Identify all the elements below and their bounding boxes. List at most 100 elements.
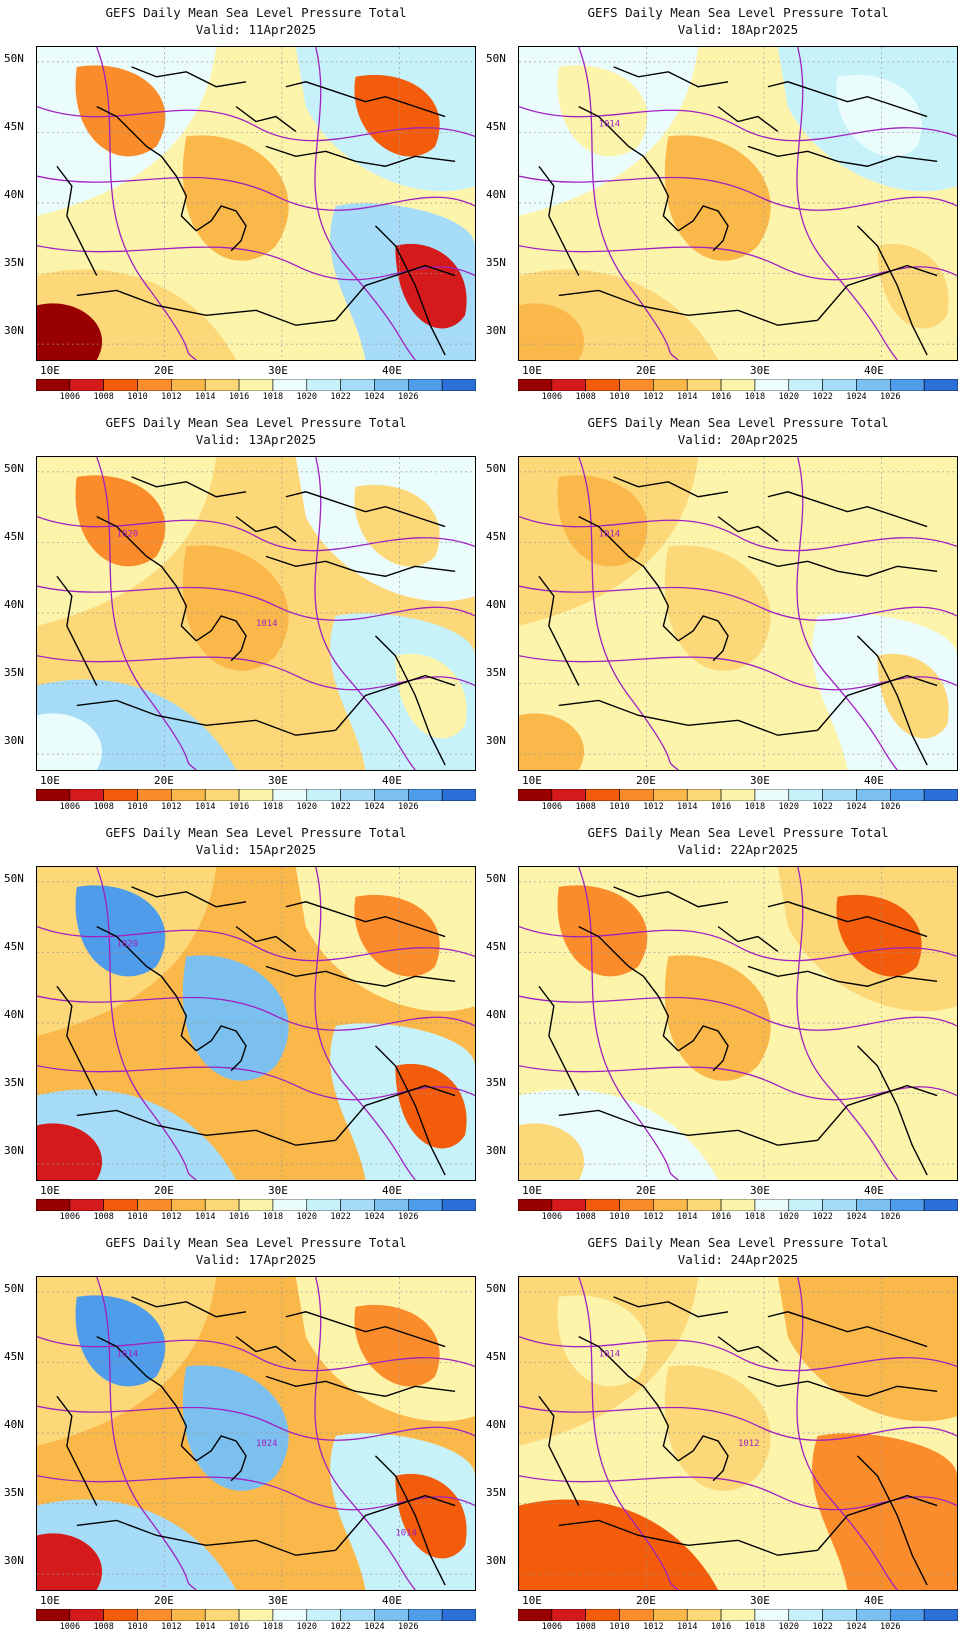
- colorbar-label: 1024: [364, 802, 385, 812]
- coastline: [374, 1045, 446, 1176]
- coastline: [131, 476, 247, 498]
- colorbar-swatch: [204, 789, 240, 801]
- coastline: [613, 476, 729, 498]
- colorbar-swatch: [720, 1199, 756, 1211]
- colorbar-swatch: [306, 789, 341, 801]
- colorbar-swatch: [890, 379, 925, 391]
- map-panel: GEFS Daily Mean Sea Level Pressure Total…: [482, 820, 964, 1230]
- pressure-fill-region: [395, 1473, 467, 1559]
- coastline: [56, 1395, 98, 1506]
- colorbar-label: 1012: [643, 1622, 664, 1632]
- coastline: [265, 145, 456, 167]
- colorbar-swatch: [890, 1609, 925, 1621]
- colorbar-label: 1012: [161, 802, 182, 812]
- coastline: [56, 985, 98, 1096]
- colorbar-swatch: [238, 1199, 274, 1211]
- latitude-tick-label: 45N: [486, 530, 506, 543]
- colorbar-label: 1026: [398, 1622, 419, 1632]
- colorbar-label: 1016: [710, 1212, 732, 1222]
- coastline: [76, 699, 336, 736]
- coastline: [235, 516, 297, 543]
- coastline: [677, 615, 729, 662]
- pressure-fill-region: [395, 653, 467, 739]
- colorbar-swatch: [923, 1199, 958, 1211]
- colorbar-label: 1006: [541, 392, 563, 402]
- coastline: [76, 1519, 336, 1556]
- colorbar-label: 1006: [59, 1212, 81, 1222]
- pressure-fill-region: [37, 303, 103, 360]
- colorbar-swatch: [551, 789, 586, 801]
- pressure-fill-region: [557, 1295, 648, 1387]
- colorbar-swatch: [441, 1609, 476, 1621]
- latitude-tick-label: 50N: [4, 872, 24, 885]
- colorbar-swatch: [856, 379, 891, 391]
- colorbar-swatch: [103, 379, 138, 391]
- longitude-tick-label: 20E: [636, 364, 656, 377]
- coastline: [96, 105, 197, 232]
- pressure-fill-region: [354, 74, 440, 157]
- colorbar-swatch: [171, 1199, 206, 1211]
- colorbar-label: 1018: [744, 802, 766, 812]
- contour-label: 1014: [599, 119, 621, 129]
- colorbar-label: 1008: [93, 802, 114, 812]
- isobar-contour: [37, 1475, 475, 1511]
- colorbar-swatch: [720, 1609, 756, 1621]
- latitude-tick-label: 50N: [486, 462, 506, 475]
- latitude-tick-label: 30N: [486, 734, 506, 747]
- contour-label: 1020: [117, 939, 139, 949]
- pressure-map: 1020: [36, 866, 476, 1181]
- colorbar-label: 1016: [710, 1622, 732, 1632]
- panel-valid-date: Valid: 22Apr2025: [677, 842, 799, 857]
- coastline: [538, 985, 580, 1096]
- colorbar: [36, 789, 476, 801]
- coastline: [558, 699, 818, 736]
- coastline: [747, 145, 938, 167]
- coastline: [856, 1045, 928, 1176]
- latitude-tick-label: 40N: [4, 1008, 24, 1021]
- colorbar-swatch: [171, 789, 206, 801]
- latitude-tick-label: 40N: [486, 1418, 506, 1431]
- colorbar-label: 1016: [228, 1622, 250, 1632]
- colorbar-label: 1020: [778, 1622, 799, 1632]
- coastline: [374, 635, 446, 766]
- colorbar: [36, 1609, 476, 1621]
- panel-title: GEFS Daily Mean Sea Level Pressure Total: [105, 1235, 407, 1250]
- longitude-tick-label: 40E: [382, 774, 402, 787]
- latitude-tick-label: 35N: [4, 1076, 24, 1089]
- colorbar-swatch: [653, 1199, 688, 1211]
- isobar-contour: [519, 516, 957, 552]
- latitude-tick-label: 30N: [486, 324, 506, 337]
- coastline: [374, 1455, 446, 1586]
- pressure-fill-region: [395, 243, 467, 329]
- colorbar: [518, 1609, 958, 1621]
- isobar-contour: [519, 1405, 957, 1441]
- colorbar-label: 1018: [262, 802, 284, 812]
- map-panel: GEFS Daily Mean Sea Level Pressure Total…: [482, 1230, 964, 1640]
- colorbar-label: 1016: [228, 1212, 250, 1222]
- pressure-fill-region: [519, 713, 585, 770]
- isobar-contour: [37, 995, 475, 1031]
- longitude-tick-label: 30E: [268, 774, 288, 787]
- panel-valid-date: Valid: 18Apr2025: [677, 22, 799, 37]
- coastline: [578, 105, 679, 232]
- pressure-fill-region: [664, 955, 771, 1081]
- pressure-fill-region: [836, 74, 922, 157]
- colorbar-label: 1006: [541, 1622, 563, 1632]
- colorbar-swatch: [137, 1199, 172, 1211]
- colorbar-swatch: [686, 789, 722, 801]
- colorbar-label: 1020: [296, 392, 317, 402]
- colorbar-swatch: [585, 789, 620, 801]
- colorbar-swatch: [518, 379, 553, 391]
- pressure-fill-region: [182, 1365, 289, 1491]
- colorbar-swatch: [441, 1199, 476, 1211]
- colorbar-swatch: [822, 789, 857, 801]
- coastline: [817, 264, 938, 321]
- colorbar-swatch: [890, 789, 925, 801]
- isobar-contour: [796, 867, 898, 1180]
- isobar-contour: [519, 1475, 957, 1511]
- pressure-map: 1014 1012: [518, 1276, 958, 1591]
- pressure-fill-region: [37, 1533, 103, 1590]
- colorbar-swatch: [340, 1609, 375, 1621]
- coastline: [335, 1494, 456, 1551]
- colorbar-swatch: [408, 789, 443, 801]
